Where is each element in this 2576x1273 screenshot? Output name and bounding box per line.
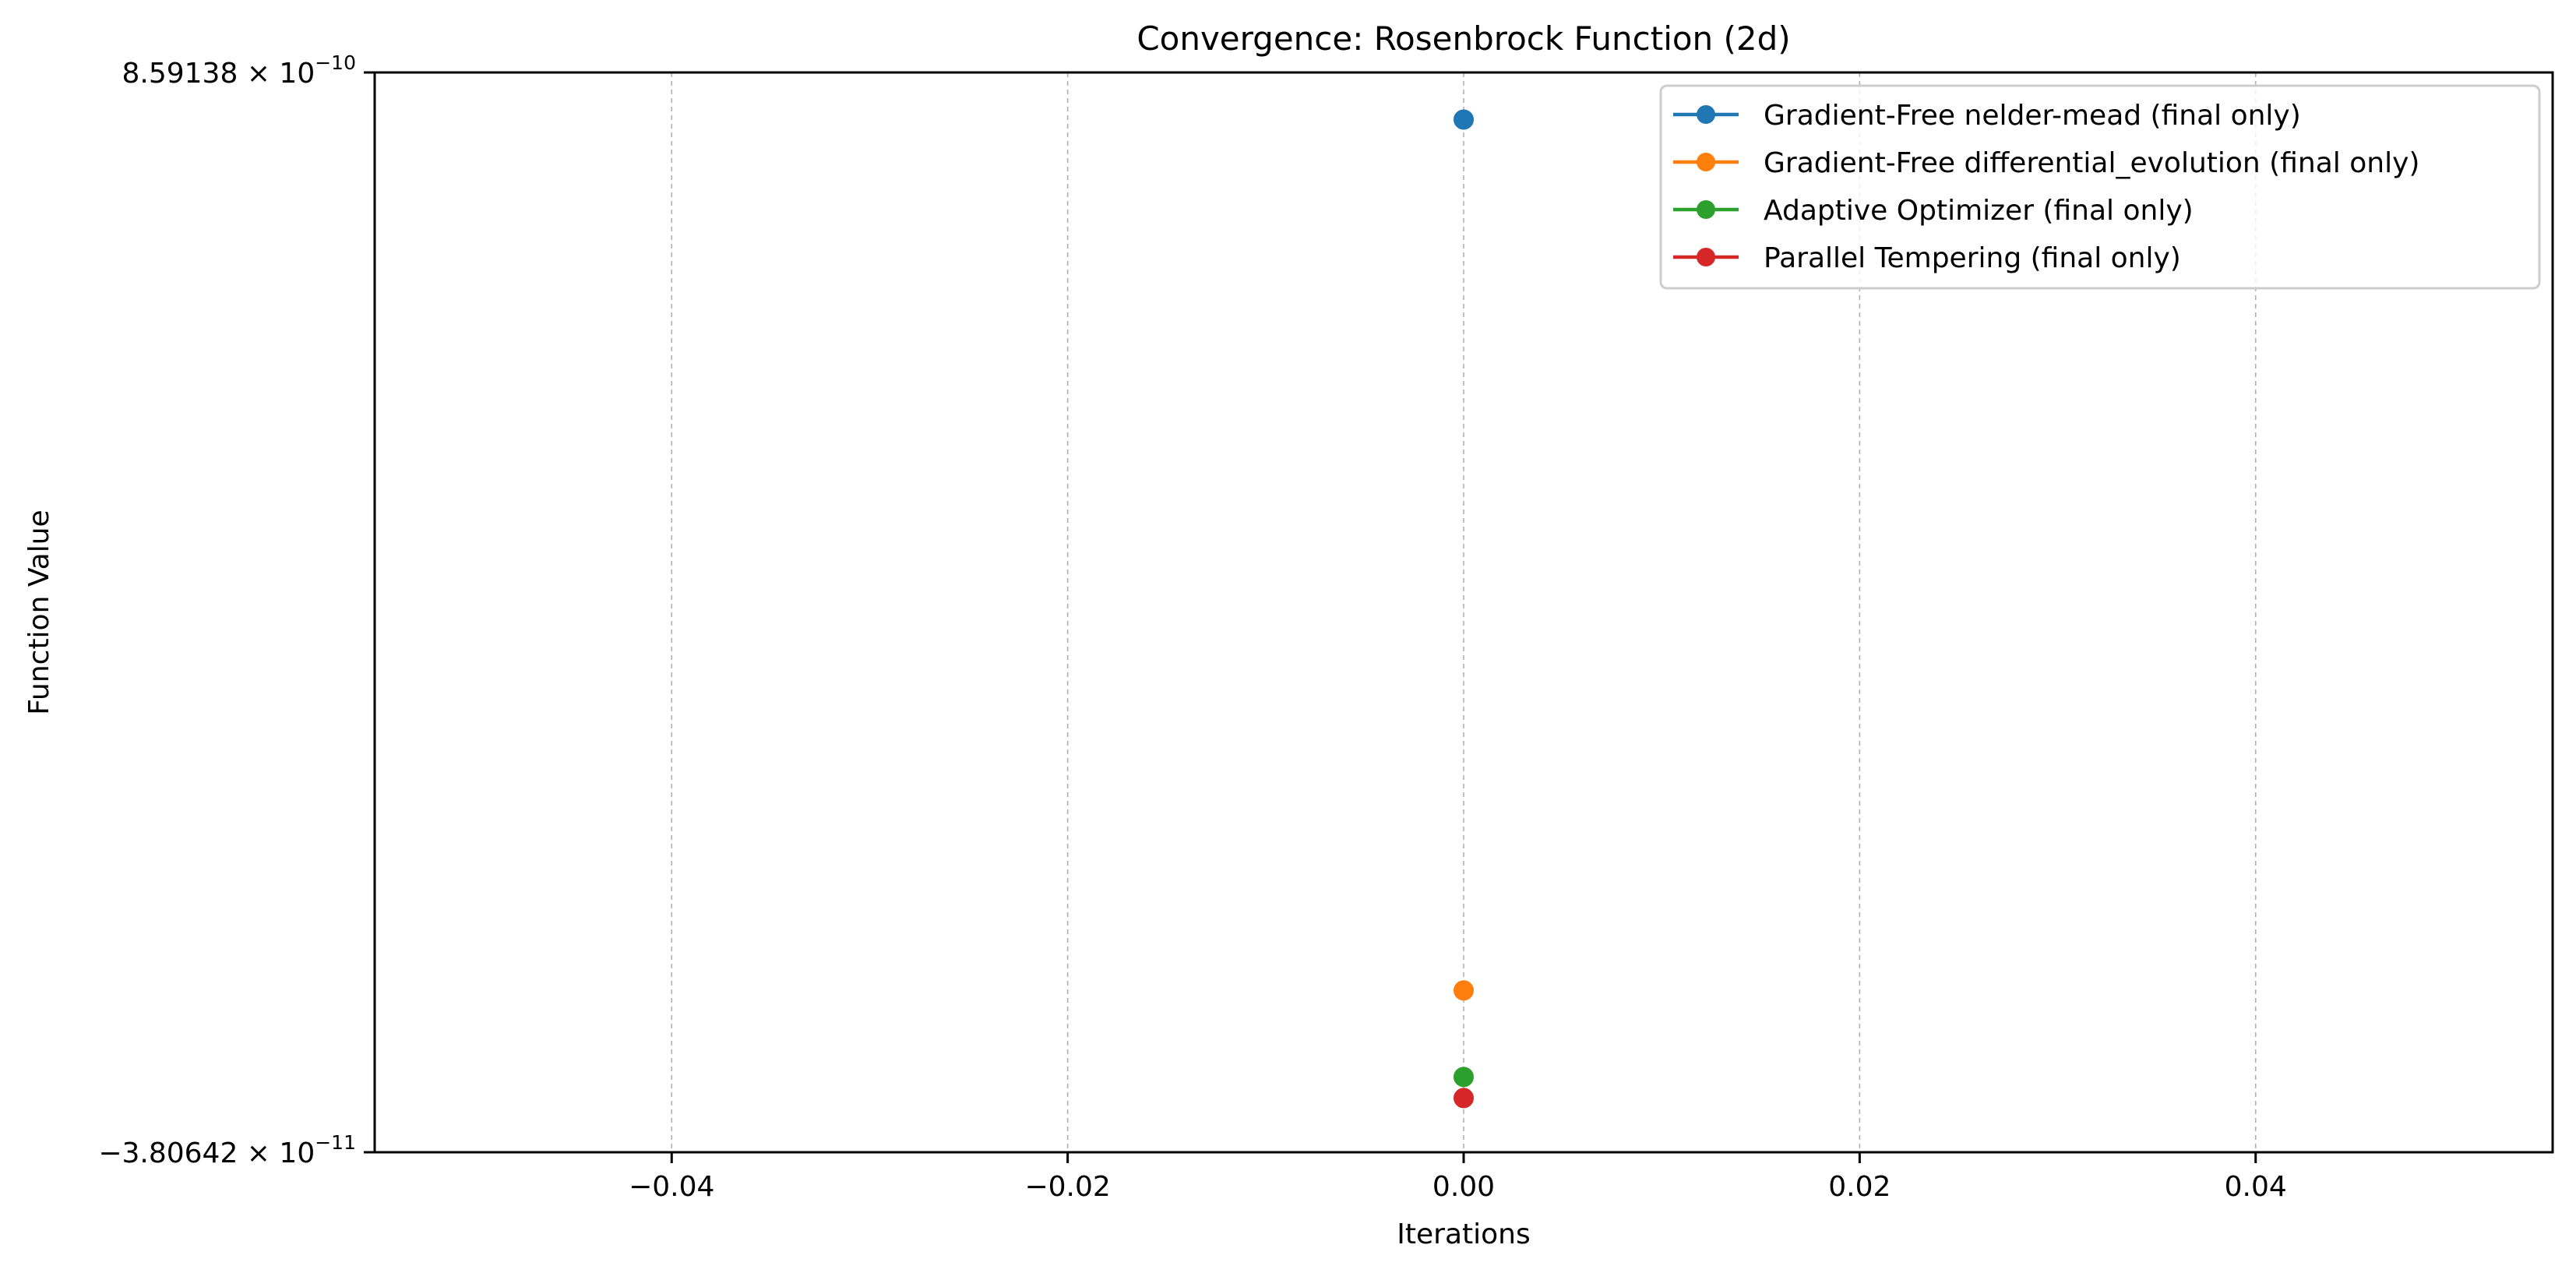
legend-label: Parallel Tempering (final only) (1764, 242, 2181, 274)
legend-marker (1697, 105, 1715, 124)
data-point (1454, 109, 1474, 130)
chart-title: Convergence: Rosenbrock Function (2d) (1136, 19, 1790, 58)
legend-label: Gradient-Free differential_evolution (fi… (1764, 147, 2419, 179)
legend-label: Adaptive Optimizer (final only) (1764, 195, 2194, 227)
legend-marker (1697, 153, 1715, 171)
y-axis-ticks: 8.59138 × 10−10 −3.80642 × 10−11 (98, 51, 375, 1169)
x-axis-ticks: −0.04 −0.02 0.00 0.02 0.04 (629, 1152, 2287, 1203)
data-point (1454, 1067, 1474, 1088)
legend-marker (1697, 248, 1715, 266)
x-tick-label: −0.02 (1024, 1171, 1110, 1203)
legend: Gradient-Free nelder-mead (final only) Gr… (1659, 84, 2541, 290)
legend-marker (1697, 200, 1715, 219)
data-point (1454, 980, 1474, 1001)
y-tick-label: 8.59138 × 10−10 (122, 51, 357, 90)
x-axis-label: Iterations (1397, 1218, 1530, 1250)
x-tick-label: −0.04 (629, 1171, 714, 1203)
y-tick-label: −3.80642 × 10−11 (98, 1131, 356, 1169)
y-axis-label: Function Value (23, 510, 55, 714)
x-tick-label: 0.00 (1432, 1171, 1495, 1203)
data-point (1454, 1088, 1474, 1109)
legend-entry: Parallel Tempering (final only) (1673, 242, 2181, 274)
legend-entry: Gradient-Free differential_evolution (fi… (1673, 147, 2419, 179)
legend-entry: Gradient-Free nelder-mead (final only) (1673, 100, 2301, 132)
data-points (1454, 109, 1474, 1109)
x-tick-label: 0.02 (1828, 1171, 1891, 1203)
x-tick-label: 0.04 (2225, 1171, 2287, 1203)
legend-entries: Gradient-Free nelder-mead (final only) Gr… (1673, 100, 2419, 274)
legend-box (1659, 84, 2541, 290)
legend-entry: Adaptive Optimizer (final only) (1673, 195, 2194, 227)
legend-label: Gradient-Free nelder-mead (final only) (1764, 100, 2301, 132)
